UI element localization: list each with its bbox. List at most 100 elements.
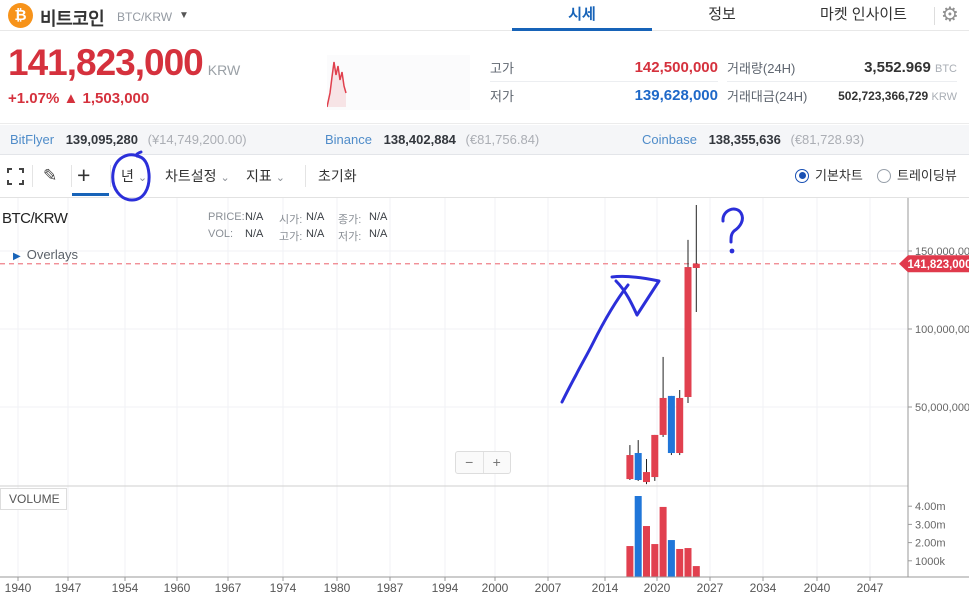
volume-bar-2019 — [643, 526, 650, 577]
candle-body-2024 — [684, 267, 692, 398]
header-divider — [934, 7, 935, 25]
price-axis-label: 50,000,000 — [915, 402, 969, 414]
volume-pane-label: VOLUME — [0, 488, 67, 510]
volume-bar-2023 — [676, 548, 684, 577]
info-key-low: 저가: — [338, 231, 362, 243]
chevron-down-icon: ⌄ — [275, 172, 285, 184]
candle-body-2019 — [643, 472, 650, 483]
interval-dropdown[interactable]: 년 ⌄ — [121, 155, 147, 197]
add-tool-button[interactable]: + — [77, 162, 91, 188]
radio-tradingview-label: 트레이딩뷰 — [897, 168, 957, 183]
exchange-ticker-bar: BitFlyer 139,095,280 (¥14,749,200.00) Bi… — [0, 125, 969, 155]
volume24h-label: 거래량(24H) — [727, 61, 796, 76]
gear-icon[interactable]: ⚙ — [941, 4, 959, 26]
sparkline — [326, 61, 347, 108]
stat-low: 저가 139,628,000 — [490, 82, 718, 109]
info-val-low: N/A — [369, 228, 388, 240]
current-price: 141,823,000 KRW — [8, 42, 240, 84]
low-label: 저가 — [490, 89, 514, 104]
interval-label: 년 — [121, 168, 134, 184]
volume24h-number: 3,552.969 — [864, 59, 931, 76]
tab-market-insight[interactable]: 마켓 인사이트 — [820, 6, 907, 23]
chevron-down-icon: ⌄ — [137, 172, 148, 184]
zoom-out-button[interactable]: − — [456, 452, 484, 473]
tab-price[interactable]: 시세 — [568, 6, 596, 23]
x-axis-label: 2007 — [535, 581, 562, 595]
overlays-label: Overlays — [26, 247, 78, 262]
exchange-converted: (€81,756.84) — [465, 132, 540, 147]
stats-column-2: 거래량(24H) 3,552.969 BTC 거래대금(24H) 502,723… — [727, 54, 957, 109]
toolbar-divider — [32, 165, 33, 187]
radio-selected-icon — [795, 168, 809, 183]
zoom-in-button[interactable]: + — [492, 454, 501, 470]
volume24h-unit: BTC — [935, 63, 957, 75]
exchange-coinbase[interactable]: Coinbase 138,355,636 (€81,728.93) — [642, 125, 864, 154]
stat-volume: 거래량(24H) 3,552.969 BTC — [727, 54, 957, 81]
x-axis-label: 2040 — [804, 581, 831, 595]
fullscreen-icon[interactable] — [7, 168, 24, 185]
value24h-label: 거래대금(24H) — [727, 89, 808, 104]
volume-bar-2025 — [692, 566, 700, 577]
chart-settings-dropdown[interactable]: 차트설정 ⌄ — [165, 155, 230, 197]
x-axis-label: 1954 — [112, 581, 139, 595]
current-price-tag-label: 141,823,000 — [908, 259, 969, 271]
stat-value24h: 거래대금(24H) 502,723,366,729 KRW — [727, 82, 957, 109]
chart-settings-label: 차트설정 — [165, 168, 217, 184]
info-key-close: 종가: — [338, 214, 362, 226]
volume-axis-label: 2.00m — [915, 538, 946, 550]
volume24h-value: 3,552.969 BTC — [864, 59, 957, 76]
x-axis-label: 2014 — [592, 581, 619, 595]
exchange-converted: (¥14,749,200.00) — [147, 132, 247, 147]
coin-name: 비트코인 — [40, 9, 105, 29]
up-arrow-icon: ▲ — [63, 90, 79, 107]
volume-bar-2021 — [659, 506, 667, 577]
low-value: 139,628,000 — [634, 87, 718, 104]
indicators-label: 지표 — [246, 168, 272, 184]
radio-tradingview[interactable]: 트레이딩뷰 — [877, 155, 957, 197]
x-axis-label: 2027 — [697, 581, 724, 595]
overlays-toggle[interactable]: ▶ Overlays — [13, 247, 78, 262]
divider — [727, 81, 957, 82]
exchange-price: 138,402,884 — [383, 132, 456, 147]
high-label: 고가 — [490, 61, 514, 76]
exchange-binance[interactable]: Binance 138,402,884 (€81,756.84) — [325, 125, 539, 154]
exchange-converted: (€81,728.93) — [790, 132, 865, 147]
candle-body-2018 — [634, 453, 642, 481]
x-axis-label: 1960 — [164, 581, 191, 595]
info-key-vol: VOL: — [208, 228, 234, 240]
volume-axis-label: 1000k — [915, 556, 945, 568]
x-axis-label: 1967 — [215, 581, 242, 595]
sparkline-panel — [326, 55, 470, 110]
x-axis-label: 1987 — [377, 581, 404, 595]
coin-dropdown-caret-icon[interactable]: ▼ — [179, 10, 189, 21]
radio-unselected-icon — [877, 168, 891, 183]
candle-body-2022 — [667, 395, 675, 454]
volume-bar-2022 — [667, 540, 675, 577]
x-axis-label: 1994 — [432, 581, 459, 595]
volume-bar-2018 — [634, 496, 642, 577]
x-axis-label: 1980 — [324, 581, 351, 595]
volume-axis-label: 3.00m — [915, 519, 946, 531]
exchange-name: Coinbase — [642, 132, 697, 147]
x-axis-label: 1974 — [270, 581, 297, 595]
info-val-close: N/A — [369, 211, 388, 223]
reset-button[interactable]: 초기화 — [318, 168, 357, 184]
info-key-high: 고가: — [279, 231, 303, 243]
toolbar-divider — [110, 165, 111, 187]
info-val-open: N/A — [306, 211, 325, 223]
active-tool-underline — [72, 193, 109, 196]
tab-info[interactable]: 정보 — [708, 6, 736, 23]
volume-axis-label: 4.00m — [915, 501, 946, 513]
x-axis-label: 1947 — [55, 581, 82, 595]
indicators-dropdown[interactable]: 지표 ⌄ — [246, 155, 285, 197]
radio-basic-chart[interactable]: 기본차트 — [795, 155, 863, 197]
toolbar-divider — [305, 165, 306, 187]
current-price-value: 141,823,000 — [8, 42, 204, 83]
x-axis-label: 2000 — [482, 581, 509, 595]
current-price-tag — [899, 255, 969, 273]
exchange-bitflyer[interactable]: BitFlyer 139,095,280 (¥14,749,200.00) — [10, 125, 247, 154]
draw-pencil-icon[interactable]: ✎ — [43, 166, 58, 185]
info-val-price: N/A — [245, 211, 264, 223]
